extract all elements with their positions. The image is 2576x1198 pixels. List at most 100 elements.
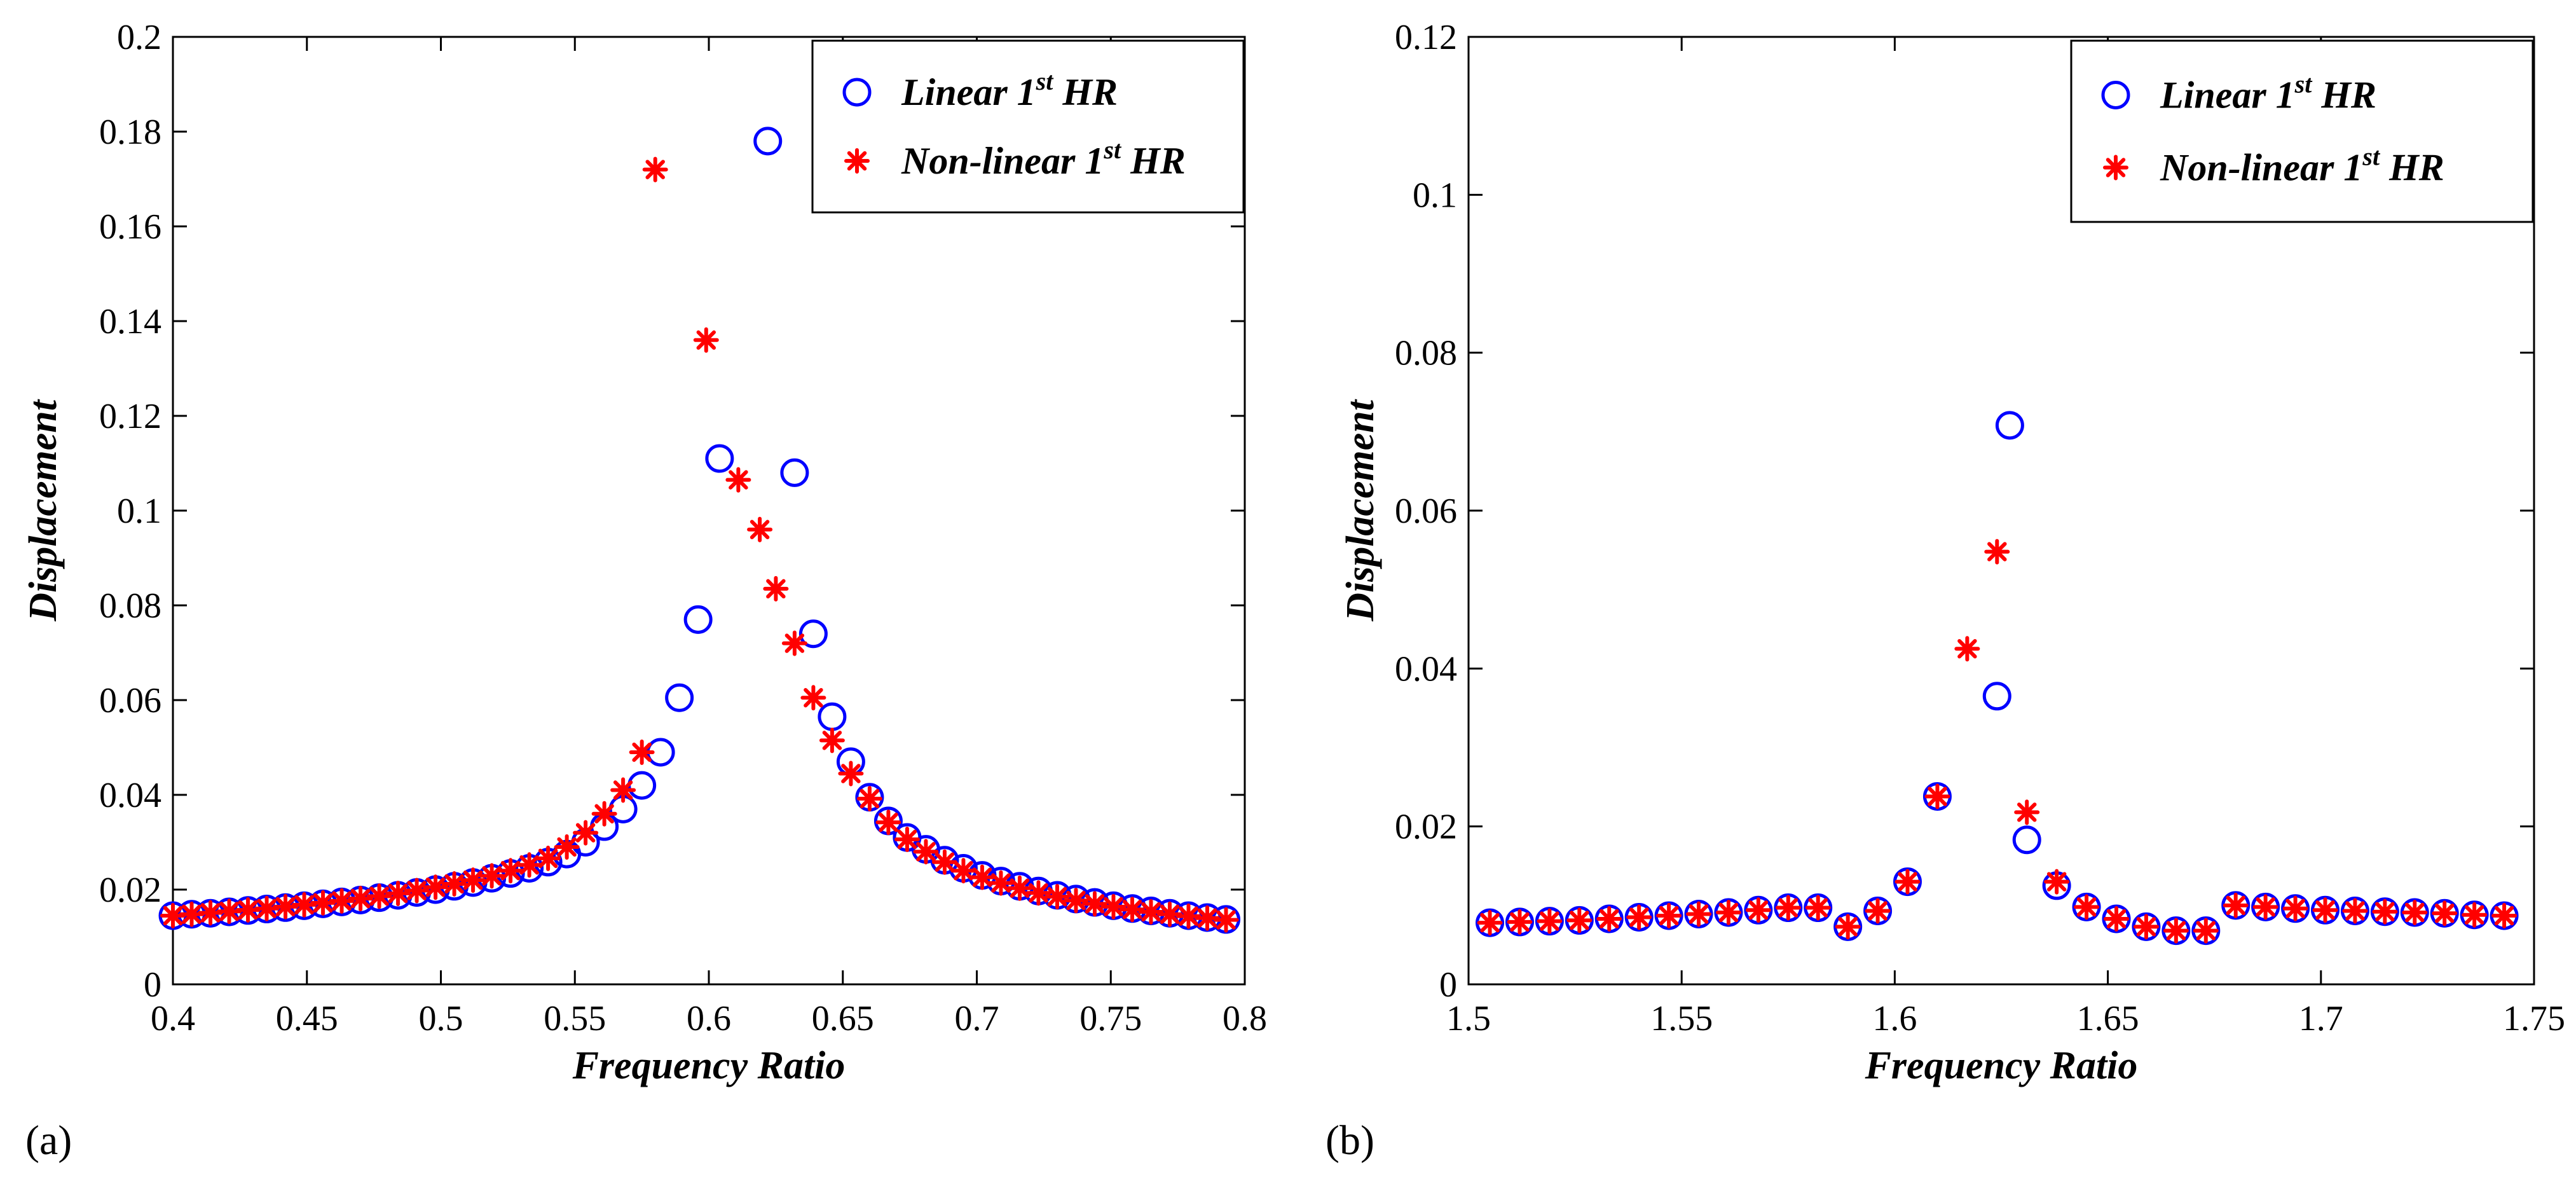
legend-circle-marker <box>842 78 872 107</box>
data-point-asterisk <box>988 870 1014 896</box>
series-nonlinear <box>160 156 1239 933</box>
data-point-asterisk <box>1156 901 1182 927</box>
data-point-asterisk <box>1100 893 1127 919</box>
data-point-asterisk <box>2074 894 2100 920</box>
data-point-circle <box>1995 411 2024 440</box>
data-point-asterisk <box>1596 905 1622 932</box>
data-point-asterisk <box>1745 897 1771 923</box>
data-point-asterisk <box>1081 891 1107 917</box>
y-tick-label: 0.04 <box>99 776 161 815</box>
data-point-asterisk <box>254 895 280 921</box>
data-point-asterisk <box>423 874 449 900</box>
data-point-asterisk <box>2193 918 2219 944</box>
data-point-asterisk <box>160 902 186 928</box>
data-point-asterisk <box>1894 869 1921 895</box>
data-point-asterisk <box>1835 914 1861 940</box>
data-point-asterisk <box>366 883 392 909</box>
legend-asterisk-marker <box>2103 155 2128 181</box>
data-point-asterisk <box>642 156 668 182</box>
data-point-asterisk <box>1775 895 1801 921</box>
data-point-asterisk <box>273 893 299 919</box>
legend-asterisk-marker <box>844 148 870 174</box>
y-tick-label: 0.1 <box>1413 176 1457 215</box>
data-point-asterisk <box>291 892 317 918</box>
data-point-asterisk <box>856 785 882 811</box>
y-tick-label: 0.16 <box>99 207 161 247</box>
x-tick-label: 0.65 <box>812 999 874 1038</box>
data-point-asterisk <box>591 801 617 827</box>
x-tick-label: 1.75 <box>2503 999 2565 1038</box>
y-tick-label: 0.04 <box>1395 649 1457 689</box>
data-point-asterisk <box>1715 900 1741 926</box>
data-point-asterisk <box>1566 907 1593 933</box>
data-point-asterisk <box>2312 897 2338 923</box>
data-point-asterisk <box>1686 901 1712 927</box>
data-point-asterisk <box>629 739 655 765</box>
data-point-circle <box>705 444 734 473</box>
data-point-asterisk <box>573 820 599 846</box>
panel-label: (a) <box>25 1117 72 1164</box>
data-point-asterisk <box>235 897 261 923</box>
y-tick-label: 0.1 <box>117 492 161 531</box>
data-point-asterisk <box>310 890 336 916</box>
x-tick-label: 1.7 <box>2299 999 2343 1038</box>
data-point-asterisk <box>610 777 636 803</box>
x-tick-label: 0.55 <box>544 999 606 1038</box>
legend-circle-marker <box>2101 81 2130 109</box>
y-tick-label: 0.06 <box>1395 492 1457 531</box>
data-point-asterisk <box>2133 914 2159 940</box>
y-tick-label: 0.08 <box>1395 334 1457 373</box>
data-point-asterisk <box>1656 902 1682 928</box>
data-point-asterisk <box>931 849 957 875</box>
data-point-asterisk <box>894 827 920 853</box>
data-point-asterisk <box>1006 875 1032 901</box>
x-tick-label: 0.4 <box>151 999 195 1038</box>
panel-b: 1.5 1.55 1.6 1.65 1.7 1.75 0 0.02 0.04 0.06 0.08 0.… <box>1339 18 2565 1087</box>
data-point-circle <box>753 127 783 156</box>
data-point-asterisk <box>1954 636 1980 662</box>
data-point-asterisk <box>1063 888 1089 914</box>
legend-label: Linear 1st HR <box>901 67 1118 113</box>
data-point-asterisk <box>2163 918 2189 944</box>
y-tick-label: 0 <box>1439 965 1457 1005</box>
x-tick-label: 0.45 <box>276 999 338 1038</box>
y-axis-title: Displacement <box>22 399 65 622</box>
data-point-asterisk <box>763 575 789 602</box>
data-point-asterisk <box>554 834 580 860</box>
data-point-circle <box>665 683 694 712</box>
data-point-asterisk <box>2462 902 2488 928</box>
x-tick-label: 1.5 <box>1446 999 1491 1038</box>
data-point-asterisk <box>1025 880 1052 906</box>
data-point-circle <box>683 605 713 634</box>
data-point-circle <box>780 458 809 487</box>
data-point-asterisk <box>198 900 224 926</box>
data-point-asterisk <box>725 467 751 493</box>
y-tick-label: 0.08 <box>99 586 161 626</box>
data-point-asterisk <box>385 880 411 906</box>
data-point-asterisk <box>1119 897 1145 923</box>
data-point-asterisk <box>1805 895 1831 921</box>
data-point-asterisk <box>819 727 845 754</box>
data-point-asterisk <box>329 888 355 914</box>
data-point-asterisk <box>1175 903 1202 929</box>
data-point-asterisk <box>2491 902 2518 928</box>
data-point-asterisk <box>441 871 467 897</box>
data-point-asterisk <box>1138 899 1164 925</box>
x-axis-title: Frequency Ratio <box>572 1044 846 1087</box>
data-point-asterisk <box>1194 905 1220 931</box>
data-point-asterisk <box>1044 884 1070 910</box>
data-point-asterisk <box>1213 907 1239 933</box>
y-tick-label: 0.06 <box>99 681 161 720</box>
data-point-asterisk <box>913 839 939 865</box>
y-tick-label: 0.12 <box>1395 18 1457 57</box>
legend: Linear 1st HR Non-linear 1st HR <box>2070 39 2534 223</box>
x-axis-title: Frequency Ratio <box>1865 1044 2138 1087</box>
legend-box <box>2070 39 2534 223</box>
y-axis-title: Displacement <box>1339 399 1382 622</box>
data-point-asterisk <box>2252 894 2278 920</box>
data-point-asterisk <box>747 516 773 542</box>
data-point-asterisk <box>460 867 486 893</box>
data-point-asterisk <box>2044 869 2070 895</box>
series-nonlinear <box>1477 539 2518 944</box>
data-point-asterisk <box>781 630 807 656</box>
